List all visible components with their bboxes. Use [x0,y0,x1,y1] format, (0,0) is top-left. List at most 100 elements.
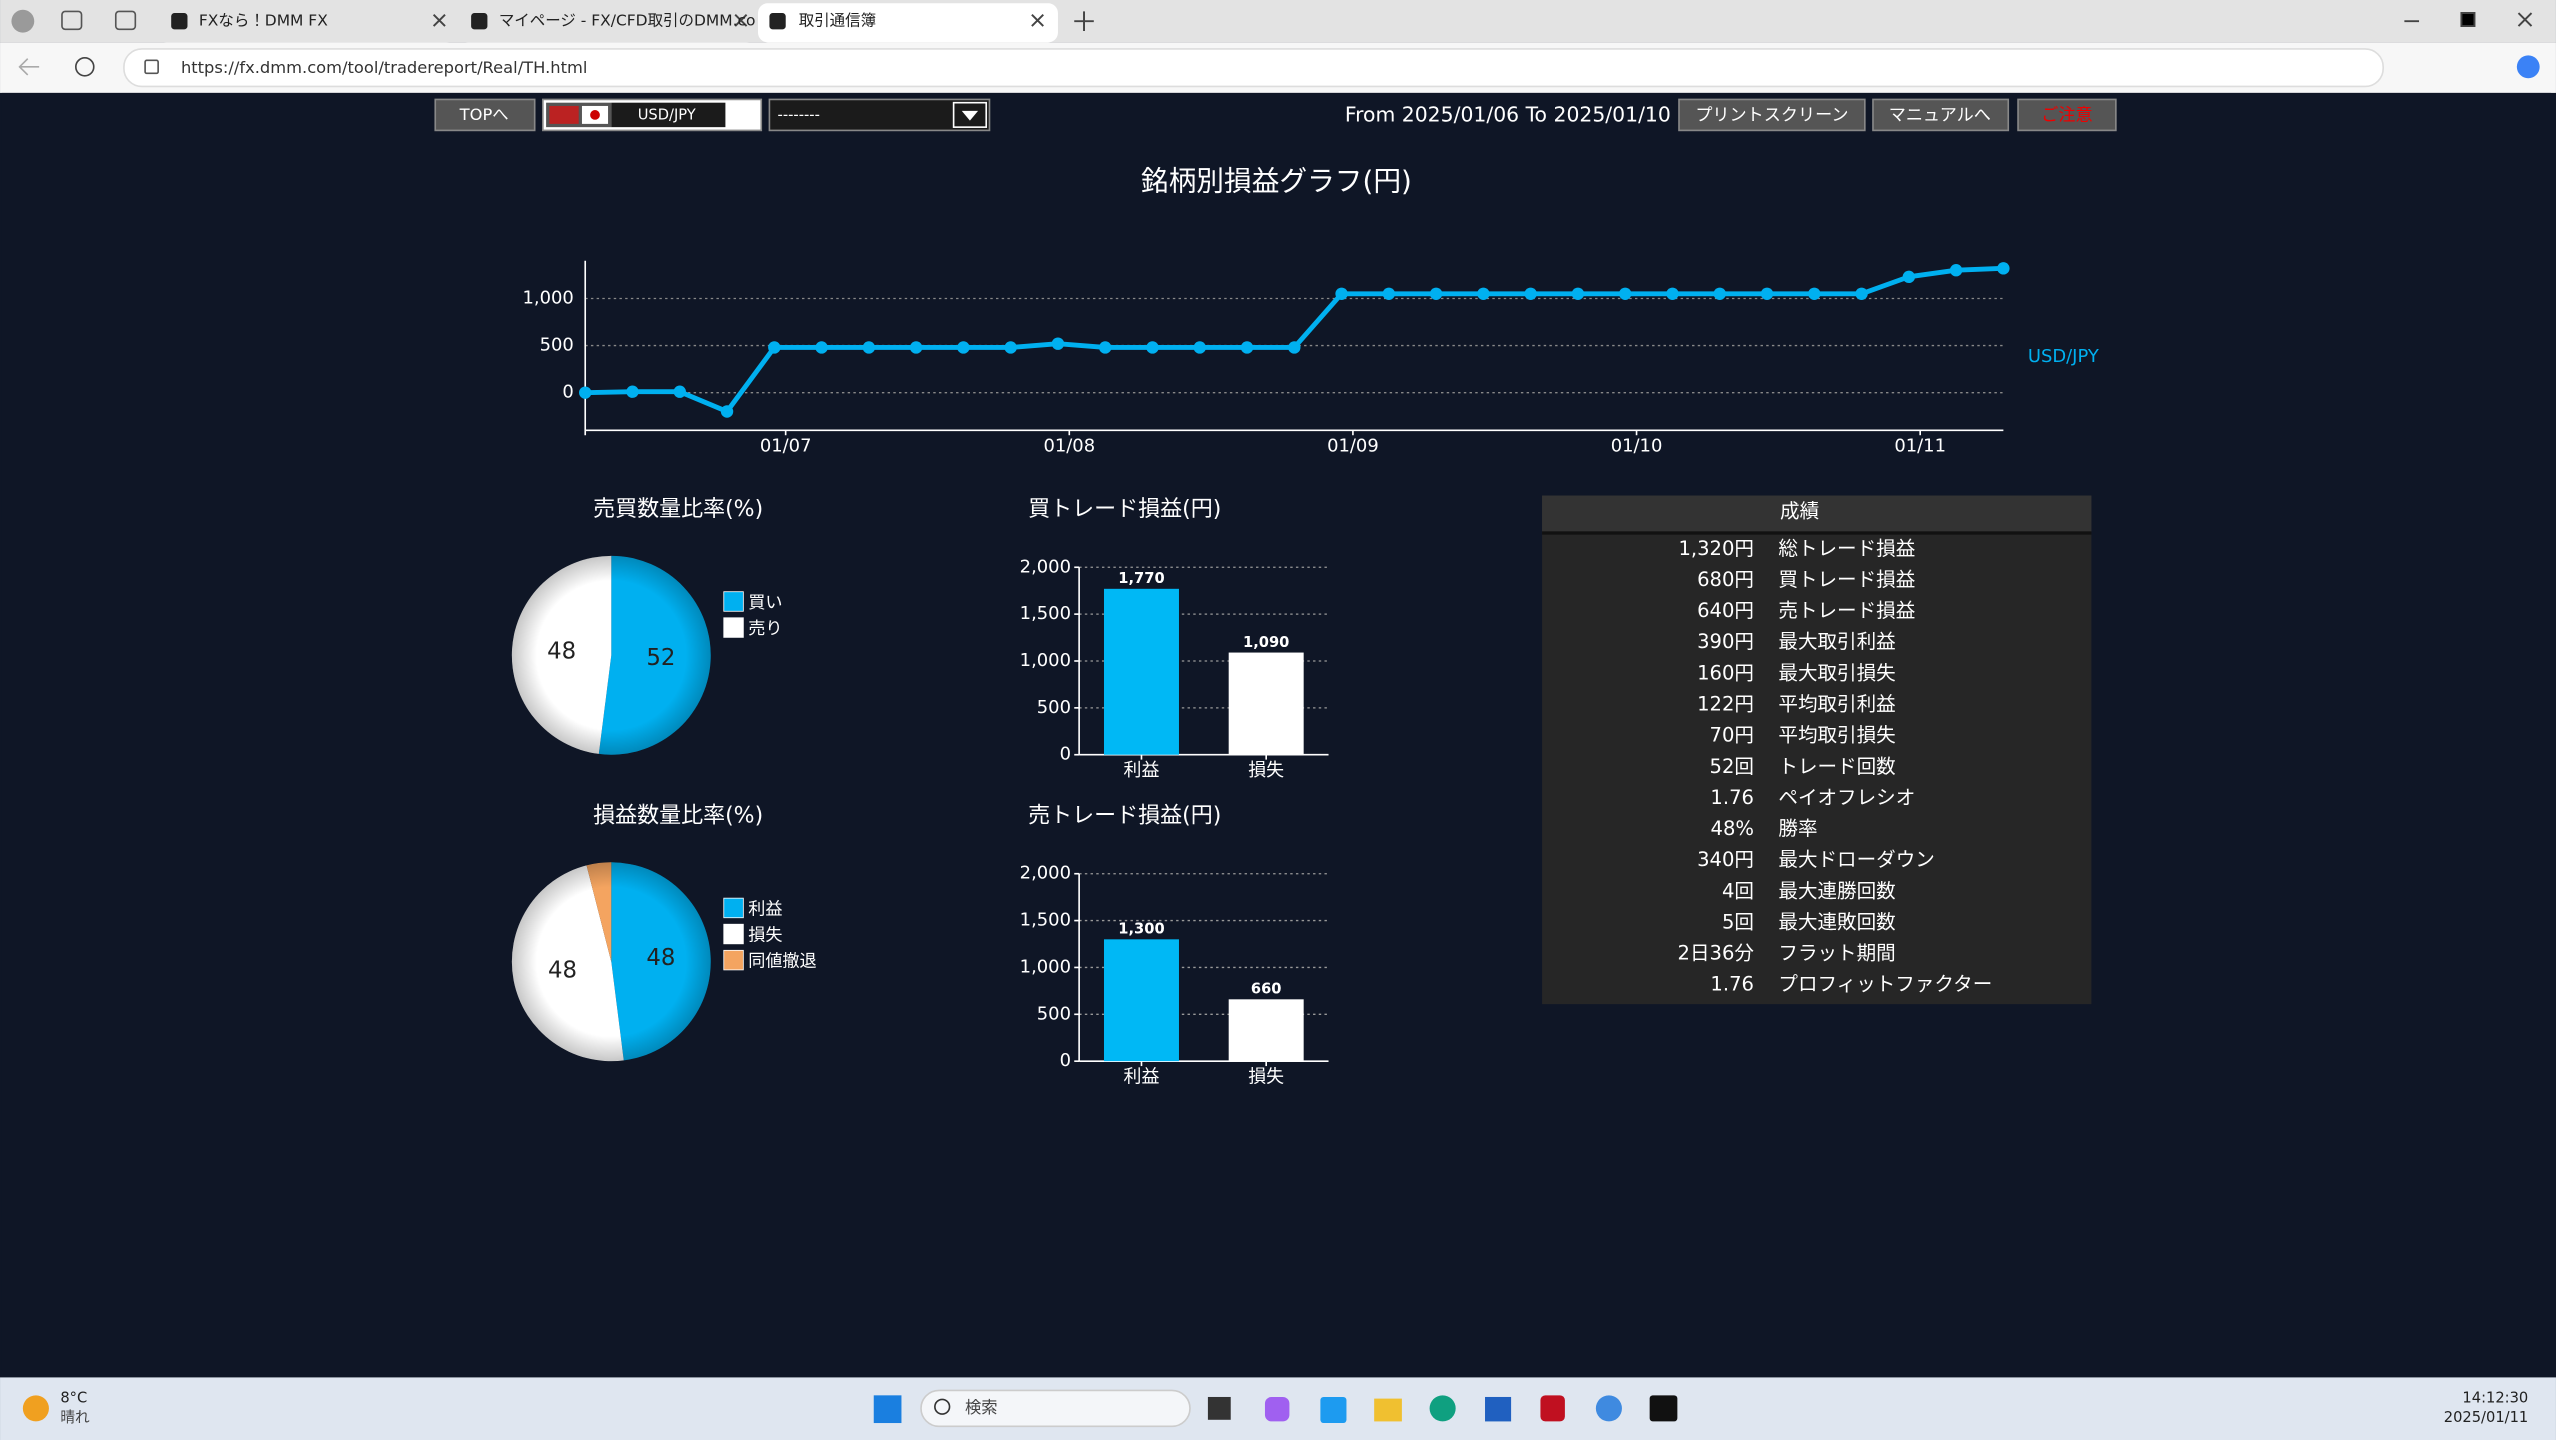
bar-value-label: 1,770 [1118,570,1164,587]
bar-value-label: 660 [1251,981,1282,998]
result-value: 70円 [1710,724,1754,747]
tab[interactable] [156,3,457,43]
line-point [1902,270,1916,284]
line-point [1713,287,1726,300]
result-label: 最大連勝回数 [1778,879,1895,902]
clock-time: 14:12:30 [2462,1390,2528,1407]
line-point [720,405,734,418]
dropdown-button[interactable] [952,101,988,128]
dropdown-arrow [961,110,979,121]
copilot-icon[interactable] [2516,55,2540,79]
y-tick-label: 2,000 [1020,863,1071,884]
y-tick-label: 2,000 [1020,556,1071,577]
tab-title: マイページ - FX/CFD取引のDMM.co [499,12,756,30]
profile-icon[interactable] [11,9,35,33]
result-value: 340円 [1697,848,1754,871]
tab-favicons [171,13,786,30]
line-point [1571,287,1585,300]
line-point [1760,287,1774,300]
y-tick-label: 1,000 [1020,650,1071,671]
top-button[interactable] [434,98,536,132]
legend-label: 売り [748,619,782,639]
back-button[interactable] [18,58,40,76]
tab-title: FXなら！DMM FX [199,12,328,30]
symbol-select-body [611,102,726,128]
print-button[interactable] [1678,98,1866,132]
app-icon[interactable] [1320,1396,1347,1424]
result-label: トレード回数 [1778,755,1895,778]
line-point [1335,287,1348,300]
x-tick-label: 損失 [1248,760,1284,781]
symbol-select-label[interactable]: USD/JPY [638,107,696,124]
line-point [1997,262,2010,275]
line-point [1099,341,1112,354]
legend-swatch [723,949,744,971]
line-point [768,341,781,354]
legend-label: 買い [748,593,782,613]
x-tick-label: 損失 [1248,1066,1284,1087]
manual-button-label[interactable]: マニュアルへ [1889,106,1991,126]
app-icon[interactable] [1429,1395,1456,1422]
legend-swatch [723,591,744,612]
legend-swatch [723,897,744,919]
app-icon[interactable] [1485,1396,1512,1422]
bar-value-label: 1,090 [1243,634,1289,651]
search-label[interactable]: 検索 [965,1398,998,1417]
flag-us [549,105,579,124]
x-tick-label: 01/09 [1327,436,1379,457]
period: From 2025/01/06 To 2025/01/10 [1345,103,1671,127]
dropdown-button[interactable] [726,101,759,128]
line-point [862,341,876,354]
app-icon[interactable] [1264,1396,1290,1422]
tab-close-icons [432,11,2533,31]
result-value: 680円 [1697,568,1754,591]
line-point [1666,287,1679,300]
app-icon[interactable] [1540,1395,1565,1422]
legend-label: 同値撤退 [748,952,816,972]
app-icon[interactable] [1649,1395,1678,1422]
result-label: フラット期間 [1778,942,1895,965]
result-label: 平均取引利益 [1778,693,1895,716]
line-point [1949,264,1963,277]
collections-icon[interactable] [61,10,83,31]
result-value: 48% [1711,817,1754,840]
tab-active[interactable] [758,3,1058,43]
result-label: 最大連敗回数 [1778,910,1895,933]
bar [1103,588,1179,755]
line-point [579,386,592,399]
line-point [1619,287,1632,300]
start-button[interactable] [873,1395,902,1424]
caution-button[interactable] [2017,98,2117,132]
y-tick-label: 500 [540,335,574,356]
caution-button-label[interactable]: ご注意 [2041,106,2092,126]
y-tick-label: 500 [1037,1003,1071,1024]
result-value: 4回 [1722,879,1754,902]
results-table-title: 成績 [1780,499,1819,522]
app-icon[interactable] [1207,1396,1231,1420]
tab[interactable] [458,3,757,43]
tab-actions-icon[interactable] [114,10,137,31]
result-value: 160円 [1697,661,1754,684]
weather-icon[interactable] [22,1395,49,1422]
line-point [1193,341,1206,354]
filter-select-label[interactable]: -------- [778,107,820,124]
address-bar[interactable] [123,48,2384,88]
result-label: 売トレード損益 [1778,599,1915,622]
result-value: 1.76 [1710,973,1754,996]
line-point [1429,287,1443,300]
reload-button[interactable] [75,57,95,77]
result-label: プロフィットファクター [1778,973,1992,996]
line-point [626,385,639,398]
app-icon[interactable] [1595,1395,1622,1422]
legend-label: USD/JPY [2028,346,2099,367]
manual-button[interactable] [1872,98,2010,132]
result-label: 最大取引利益 [1778,630,1895,653]
print-button-label[interactable]: プリントスクリーン [1695,106,1848,126]
dropdown-arrow [735,110,752,121]
top-button-label[interactable]: TOPへ [459,105,509,124]
search-box[interactable] [920,1389,1191,1428]
url[interactable]: https://fx.dmm.com/tool/tradereport/Real… [181,58,587,77]
result-label: 総トレード損益 [1778,537,1915,560]
app-icon[interactable] [1374,1398,1402,1422]
line-point [815,341,828,354]
